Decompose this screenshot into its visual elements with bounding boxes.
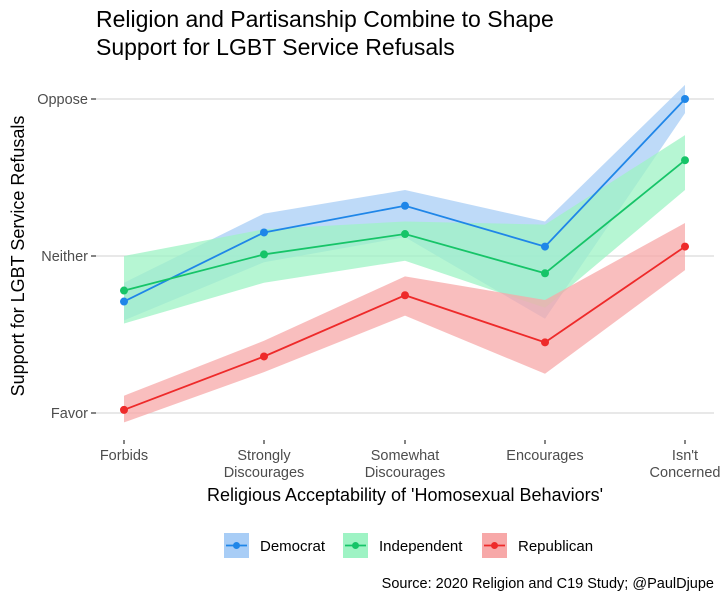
point-democrat — [120, 297, 128, 306]
y-axis: Favor Neither Oppose — [37, 92, 96, 422]
legend-label: Democrat — [260, 538, 326, 555]
legend-item-republican: Republican — [482, 533, 593, 558]
y-axis-title: Support for LGBT Service Refusals — [8, 116, 28, 397]
x-axis-title: Religious Acceptability of 'Homosexual B… — [207, 485, 603, 505]
point-republican — [681, 242, 689, 251]
legend-item-democrat: Democrat — [224, 533, 326, 558]
legend-label: Independent — [379, 538, 463, 555]
point-democrat — [260, 228, 268, 237]
y-tick-label: Favor — [51, 406, 88, 422]
band-republican — [124, 223, 685, 423]
x-tick-label: Forbids — [100, 448, 148, 464]
chart-title: Religion and Partisanship Combine to Sha… — [96, 6, 554, 60]
x-tick-label: Encourages — [506, 448, 583, 464]
point-independent — [681, 156, 689, 165]
confidence-bands — [124, 84, 685, 423]
point-independent — [541, 269, 549, 278]
legend-item-independent: Independent — [343, 533, 463, 558]
point-republican — [541, 338, 549, 347]
x-tick-label: Somewhat Discourages — [365, 448, 446, 481]
point-republican — [401, 291, 409, 300]
point-independent — [401, 230, 409, 239]
point-democrat — [541, 242, 549, 251]
legend: Democrat Independent Republican — [224, 533, 593, 558]
y-tick-label: Oppose — [37, 92, 88, 108]
point-independent — [120, 286, 128, 295]
series-points — [120, 95, 689, 414]
y-tick-label: Neither — [41, 249, 88, 265]
point-democrat — [681, 95, 689, 103]
point-democrat — [401, 201, 409, 210]
point-republican — [120, 405, 128, 414]
caption: Source: 2020 Religion and C19 Study; @Pa… — [382, 576, 714, 592]
x-tick-label: Isn't Concerned — [650, 448, 721, 481]
legend-label: Republican — [518, 538, 593, 555]
point-independent — [260, 250, 268, 259]
chart-title-line-1: Religion and Partisanship Combine to Sha… — [96, 6, 554, 32]
chart-title-line-2: Support for LGBT Service Refusals — [96, 34, 455, 60]
x-axis: Forbids Strongly Discourages Somewhat Discou… — [100, 440, 721, 481]
point-republican — [260, 352, 268, 361]
x-tick-label: Strongly Discourages — [224, 448, 305, 481]
